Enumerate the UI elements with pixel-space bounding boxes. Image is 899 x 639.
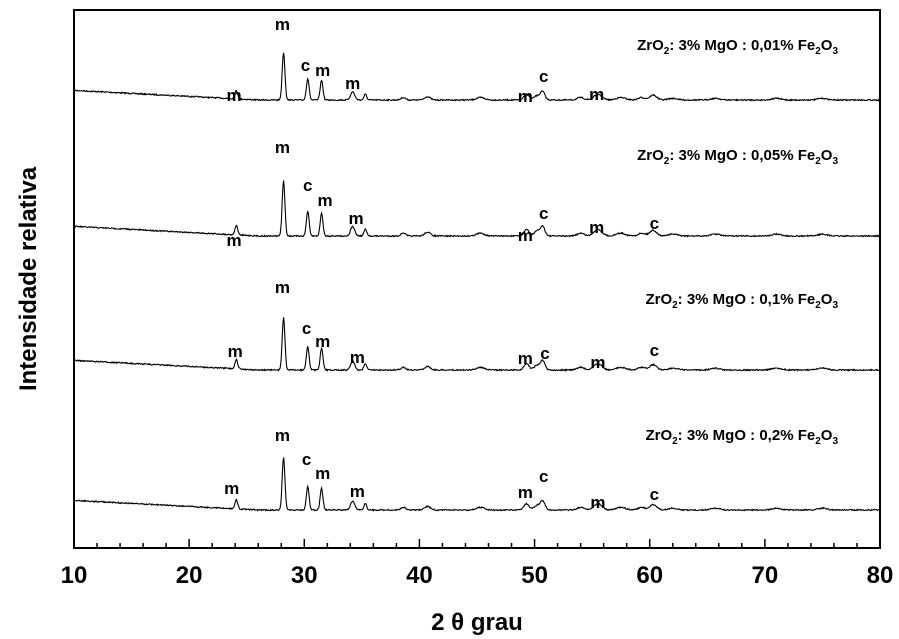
sample-label: ZrO2: 3% MgO : 0,1% Fe2O3	[645, 291, 838, 311]
sample-label-part: ZrO	[645, 427, 672, 444]
diffraction-traces	[73, 52, 881, 512]
sample-label-part: O	[821, 291, 833, 308]
peak-label: c	[540, 344, 549, 363]
sample-label-part: O	[821, 427, 833, 444]
peak-label: m	[224, 479, 239, 498]
peak-label: c	[539, 467, 548, 486]
sample-label-part: O	[821, 37, 833, 54]
sample-label-subscript: 3	[832, 300, 838, 311]
peak-label: m	[349, 209, 364, 228]
peak-label: c	[302, 450, 311, 469]
sample-label-subscript: 3	[832, 156, 838, 167]
peak-label: m	[350, 348, 365, 367]
sample-label-part: : 3% MgO : 0,05% Fe	[669, 147, 815, 164]
peak-label: c	[301, 56, 310, 75]
peak-label: m	[317, 191, 332, 210]
peak-label: c	[650, 214, 659, 233]
peak-label: c	[650, 485, 659, 504]
sample-label-part: : 3% MgO : 0,2% Fe	[678, 427, 816, 444]
peak-label: m	[589, 218, 604, 237]
peak-label: m	[350, 482, 365, 501]
peak-label: m	[345, 74, 360, 93]
diffraction-trace	[73, 457, 881, 512]
sample-label-subscript: 2	[815, 156, 821, 167]
peak-label: c	[302, 319, 311, 338]
sample-label-subscript: 2	[815, 300, 821, 311]
peak-label: c	[539, 67, 548, 86]
sample-label-subscript: 3	[832, 436, 838, 447]
sample-label: ZrO2: 3% MgO : 0,05% Fe2O3	[637, 147, 838, 167]
sample-label-part: ZrO	[637, 37, 664, 54]
plot-frame	[73, 9, 881, 549]
x-tick-label: 30	[291, 562, 318, 589]
x-tick-label: 70	[752, 562, 779, 589]
peak-label: m	[315, 61, 330, 80]
sample-label-subscript: 2	[815, 436, 821, 447]
peak-label: c	[650, 341, 659, 360]
peak-label: m	[226, 231, 241, 250]
diffraction-trace	[73, 317, 881, 372]
x-tick-label: 10	[61, 562, 88, 589]
sample-label-subscript: 2	[672, 300, 678, 311]
peak-label: m	[315, 332, 330, 351]
peak-label: m	[518, 349, 533, 368]
peak-label: m	[518, 483, 533, 502]
diffraction-trace	[73, 52, 881, 102]
peak-label: m	[275, 138, 290, 157]
peak-label: m	[275, 278, 290, 297]
x-tick-label: 80	[867, 562, 894, 589]
diffraction-trace	[73, 180, 881, 238]
sample-label-part: ZrO	[637, 147, 664, 164]
x-axis-tick-labels: 10 20 30 40 50 60 70 80	[61, 562, 894, 589]
peak-label: m	[315, 464, 330, 483]
sample-label-subscript: 2	[664, 46, 670, 57]
sample-label-subscript: 2	[815, 46, 821, 57]
y-axis-title: Intensidade relativa	[15, 166, 42, 391]
sample-label: ZrO2: 3% MgO : 0,01% Fe2O3	[637, 37, 838, 57]
peak-label: m	[518, 226, 533, 245]
x-tick-label: 50	[521, 562, 548, 589]
x-tick-label: 20	[176, 562, 203, 589]
sample-label-subscript: 2	[664, 156, 670, 167]
peak-label: m	[590, 493, 605, 512]
peak-label: m	[590, 353, 605, 372]
x-tick-label: 40	[406, 562, 433, 589]
peak-label: m	[226, 86, 241, 105]
sample-label-part: O	[821, 147, 833, 164]
x-axis-ticks	[73, 539, 881, 548]
peak-label: c	[303, 176, 312, 195]
peak-label: m	[589, 85, 604, 104]
peak-label: m	[518, 87, 533, 106]
sample-label-part: : 3% MgO : 0,01% Fe	[669, 37, 815, 54]
sample-label-subscript: 3	[832, 46, 838, 57]
x-tick-label: 60	[636, 562, 663, 589]
peak-label: m	[275, 426, 290, 445]
x-axis-title: 2 θ grau	[431, 609, 523, 636]
peak-label: m	[228, 342, 243, 361]
sample-label-part: ZrO	[645, 291, 672, 308]
peak-label: c	[539, 204, 548, 223]
peak-label: m	[275, 15, 290, 34]
sample-label-part: : 3% MgO : 0,1% Fe	[678, 291, 816, 308]
sample-label-subscript: 2	[672, 436, 678, 447]
sample-label: ZrO2: 3% MgO : 0,2% Fe2O3	[645, 427, 838, 447]
